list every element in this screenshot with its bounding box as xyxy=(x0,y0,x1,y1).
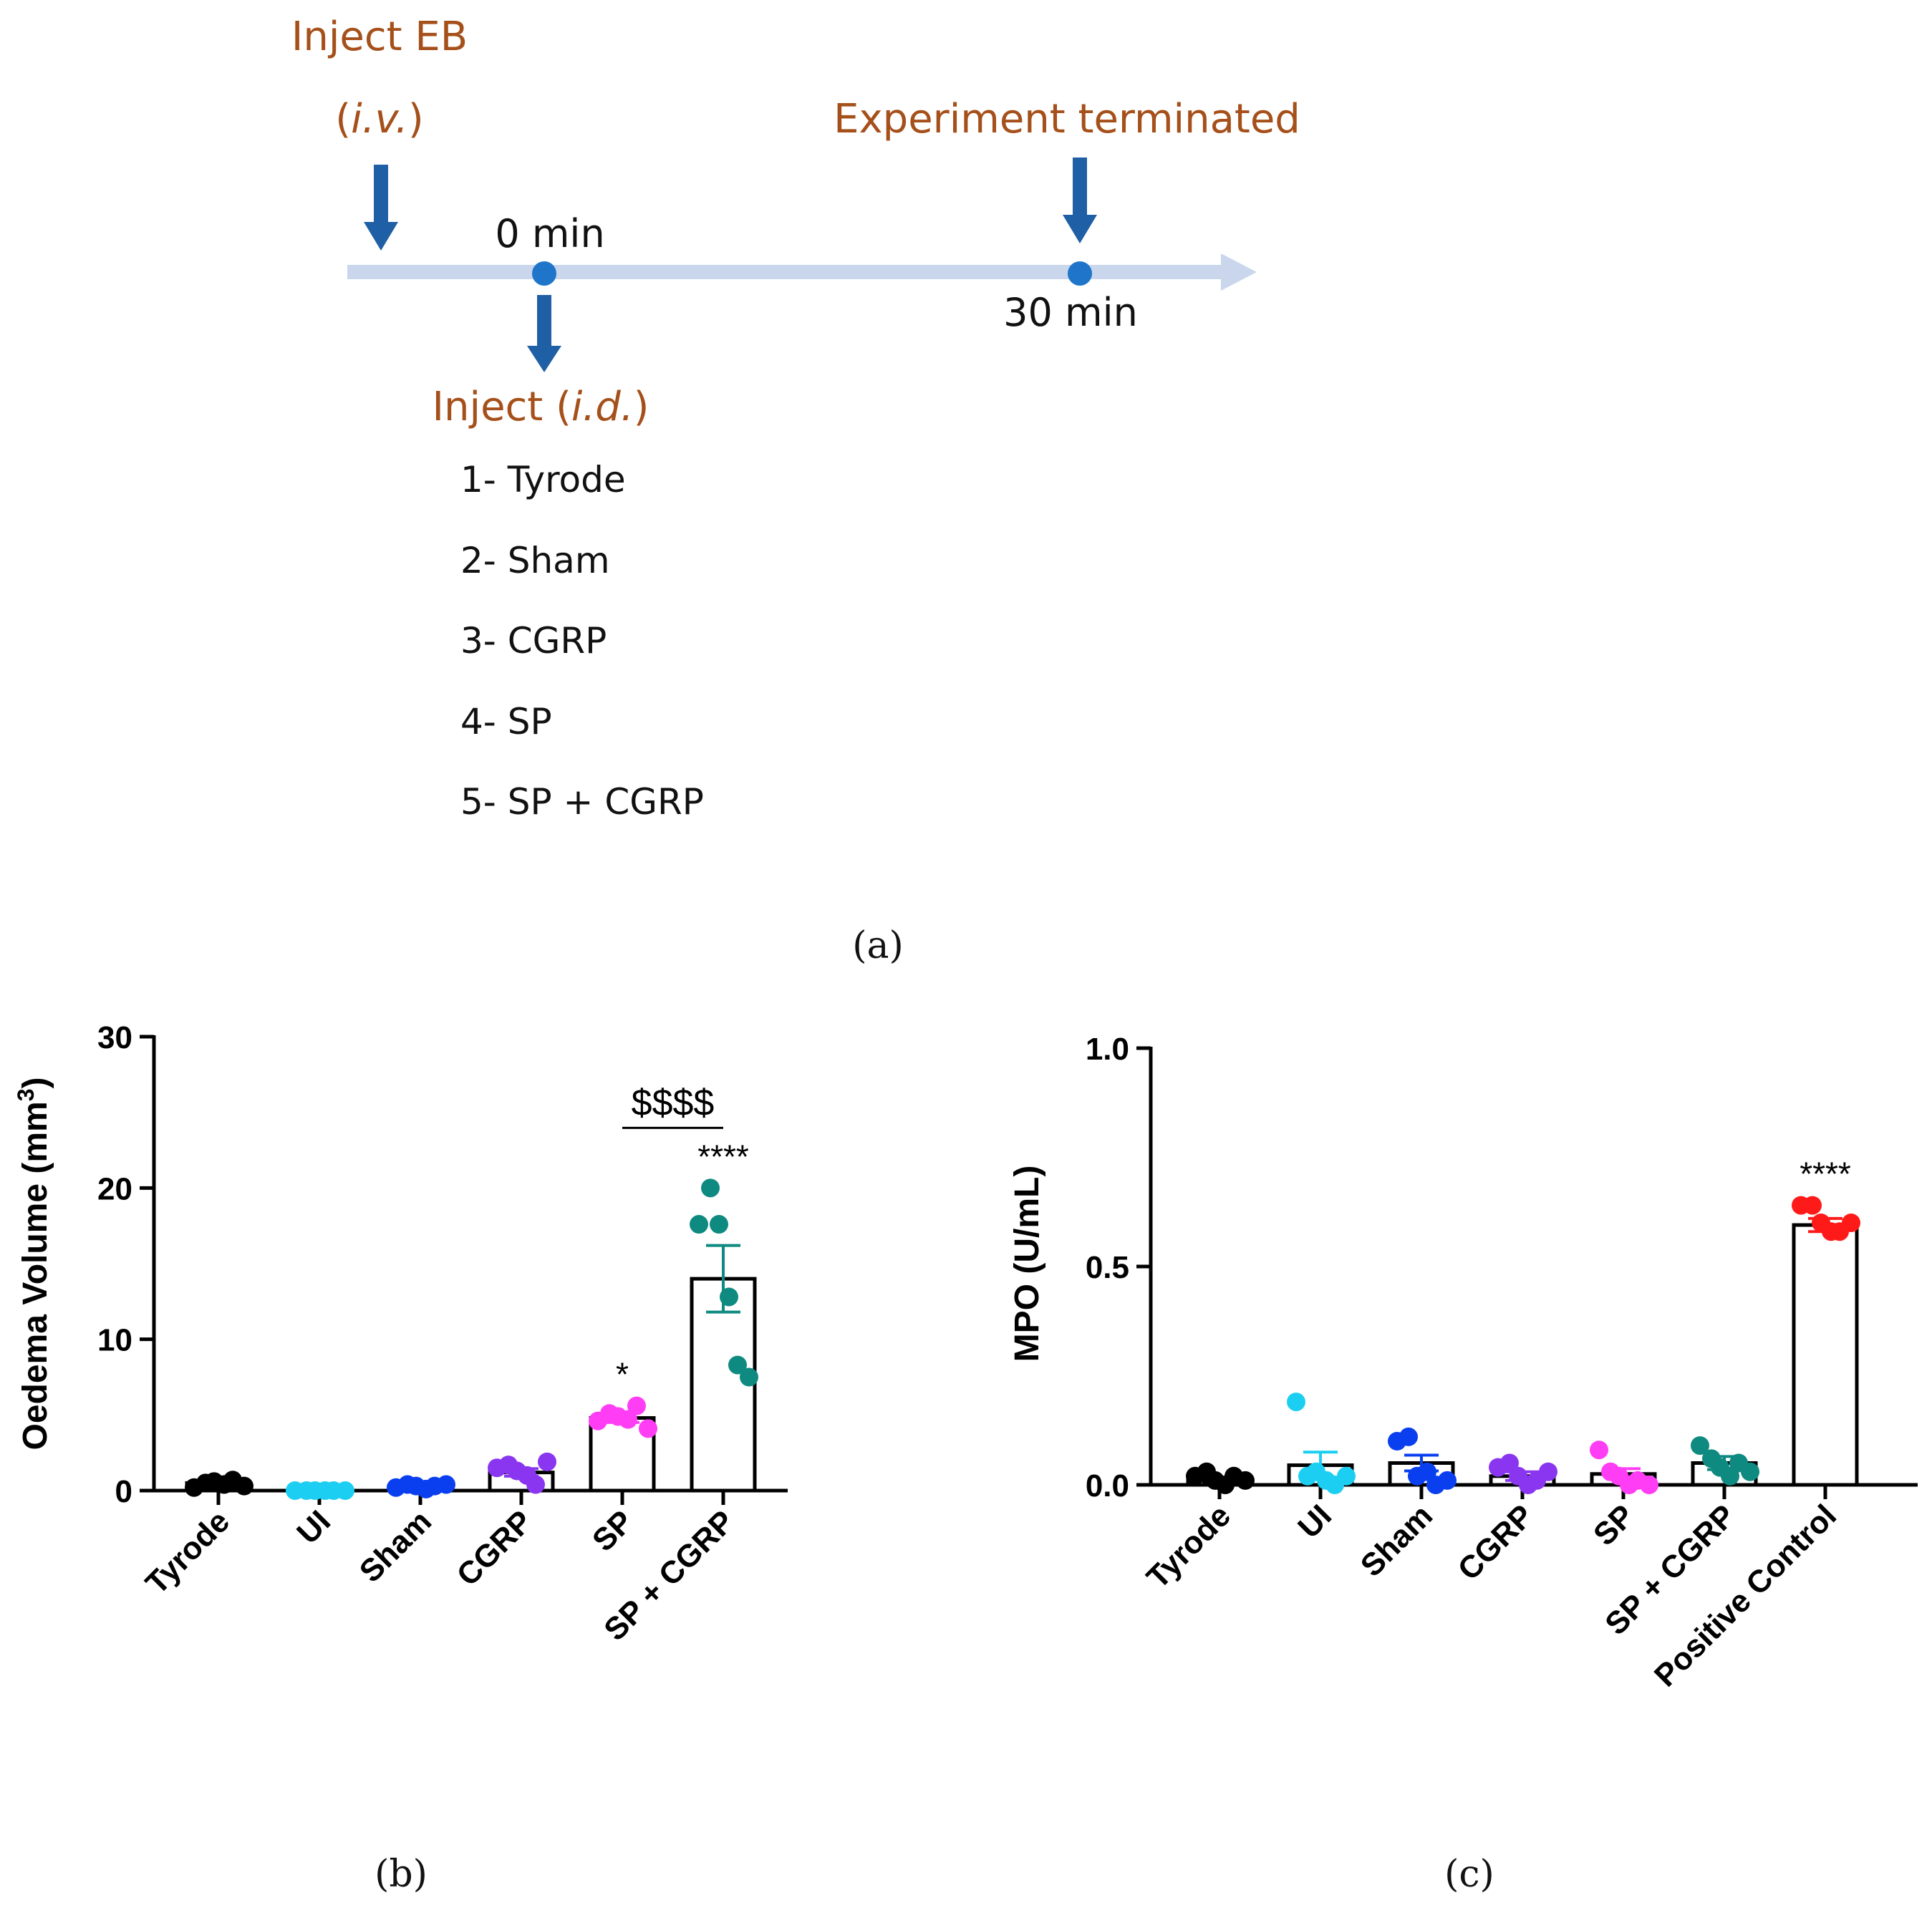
data-point xyxy=(627,1396,646,1415)
data-point xyxy=(1721,1466,1739,1486)
treatment-item: 1- Tyrode xyxy=(460,459,626,500)
data-point xyxy=(1539,1462,1557,1481)
data-point xyxy=(740,1367,758,1387)
data-point xyxy=(1287,1393,1305,1412)
data-point xyxy=(1741,1462,1759,1481)
y-tick-label: 20 xyxy=(97,1171,132,1206)
x-tick-label: UI xyxy=(1291,1498,1338,1545)
data-point xyxy=(710,1215,728,1234)
x-tick-label: CGRP xyxy=(450,1503,540,1593)
timeline-axis xyxy=(347,265,1228,279)
experiment-terminated-label: Experiment terminated xyxy=(834,96,1300,142)
y-tick-label: 30 xyxy=(97,1020,132,1055)
x-tick-label: UI xyxy=(290,1503,337,1551)
data-point xyxy=(1438,1471,1457,1490)
data-point xyxy=(1691,1436,1709,1456)
data-point xyxy=(1842,1214,1860,1232)
data-point xyxy=(1640,1476,1658,1494)
comparison-label: $$$$ xyxy=(632,1082,715,1123)
y-axis-title: Oedema Volume (mm3) xyxy=(13,1077,54,1450)
bar xyxy=(1792,1223,1859,1487)
inject-eb-label: Inject EB xyxy=(291,14,468,60)
data-point xyxy=(1337,1466,1356,1486)
timeline-dot-start xyxy=(532,261,556,286)
x-tick-label: SP xyxy=(1587,1498,1641,1552)
treatment-item: 4- SP xyxy=(460,701,552,742)
treatment-item: 5- SP + CGRP xyxy=(460,781,704,823)
y-tick-label: 10 xyxy=(97,1323,132,1358)
significance-marker: * xyxy=(616,1356,629,1393)
panel-label-c: (c) xyxy=(1444,1853,1494,1896)
timeline-dot-end xyxy=(1068,261,1092,286)
time-end-label: 30 min xyxy=(1003,290,1138,335)
x-tick-label: Tyrode xyxy=(1140,1498,1237,1595)
x-tick-label: Sham xyxy=(1354,1498,1439,1583)
data-point xyxy=(526,1475,545,1494)
x-tick-label: Positive Control xyxy=(1648,1498,1843,1693)
data-point xyxy=(1500,1453,1519,1473)
data-point xyxy=(701,1178,720,1198)
time-start-label: 0 min xyxy=(495,211,604,256)
treatment-item: 2- Sham xyxy=(460,540,610,581)
x-tick-label: CGRP xyxy=(1452,1498,1541,1587)
y-axis-title: MPO (U/mL) xyxy=(1008,1166,1046,1362)
y-tick-label: 0.5 xyxy=(1086,1250,1129,1285)
data-point xyxy=(1590,1440,1608,1460)
x-tick-label: Sham xyxy=(353,1503,438,1589)
y-tick-label: 0 xyxy=(115,1474,132,1509)
data-point xyxy=(538,1452,556,1471)
y-tick-label: 1.0 xyxy=(1086,1032,1129,1067)
data-point xyxy=(1803,1196,1822,1215)
oedema-volume-chart: Oedema Volume (mm3) 0 10 20 30 Tyrode UI Sham C… xyxy=(13,1020,788,1647)
panel-label-b: (b) xyxy=(375,1853,428,1896)
data-point xyxy=(720,1287,738,1307)
data-point xyxy=(728,1355,747,1375)
significance-marker: **** xyxy=(1800,1156,1851,1193)
treatment-item: 3- CGRP xyxy=(460,620,607,662)
data-point xyxy=(235,1476,253,1496)
data-point xyxy=(1418,1462,1436,1481)
significance-marker: **** xyxy=(697,1138,749,1175)
arrow-inject-eb xyxy=(364,165,398,251)
panel-label-a: (a) xyxy=(852,924,904,967)
data-point xyxy=(336,1481,354,1500)
inject-eb-route-label: (i.v.) xyxy=(335,96,423,142)
x-tick-label: SP xyxy=(586,1503,640,1558)
data-point xyxy=(639,1419,657,1438)
data-point xyxy=(690,1215,708,1234)
data-point xyxy=(619,1410,637,1429)
x-tick-label: Tyrode xyxy=(139,1503,236,1601)
arrow-experiment-terminated xyxy=(1063,158,1097,243)
timeline-panel: Inject EB (i.v.) Experiment terminated 0… xyxy=(291,14,1300,823)
y-tick-label: 0.0 xyxy=(1086,1468,1129,1503)
arrow-inject-id xyxy=(527,295,561,372)
data-point xyxy=(437,1475,455,1494)
timeline-arrow-head xyxy=(1221,253,1257,291)
inject-id-label: Inject (i.d.) xyxy=(433,384,649,430)
data-point xyxy=(1236,1471,1255,1490)
data-point xyxy=(1399,1427,1418,1446)
